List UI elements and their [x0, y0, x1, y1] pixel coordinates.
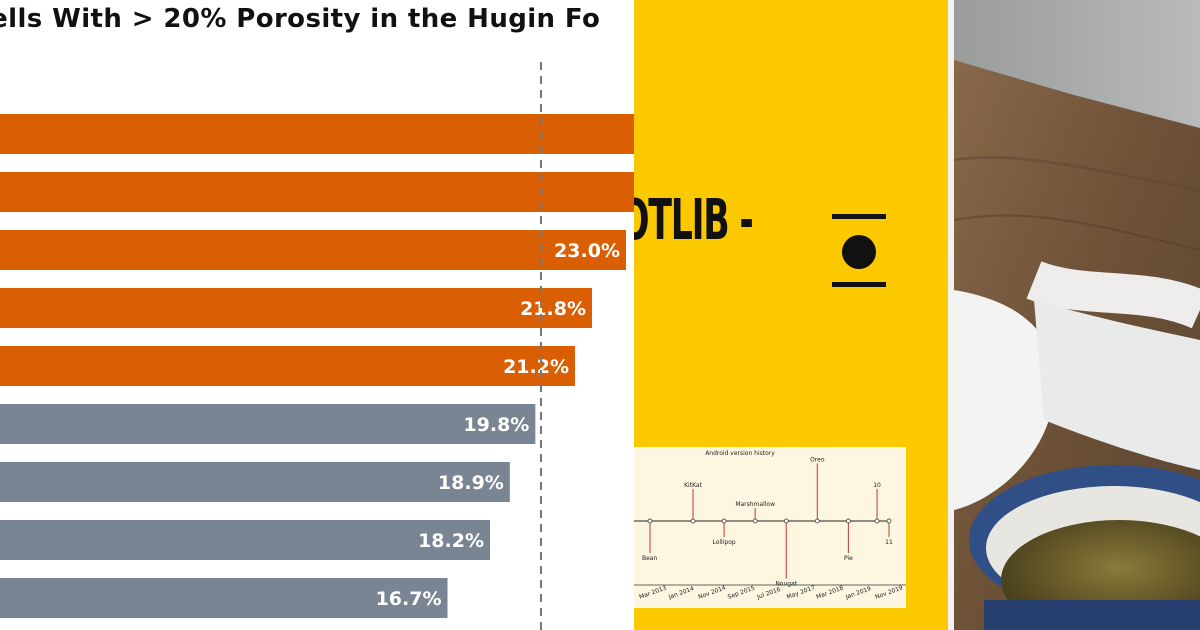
- chart-title: Wells With > 20% Porosity in the Hugin F…: [0, 4, 601, 34]
- bar-8: [0, 578, 448, 618]
- timeline-date-4: Jul 2016: [755, 586, 781, 601]
- timeline-label-0: Bean: [642, 555, 657, 562]
- timeline-point-4: [783, 518, 789, 524]
- timeline-label-2: Lollipop: [712, 539, 735, 546]
- timeline-label-7: 10: [873, 482, 881, 489]
- timeline-label-5: Oreo: [810, 456, 825, 463]
- tea-cup-photo-svg: [954, 0, 1200, 630]
- bar-label-3: 21.8%: [520, 298, 586, 320]
- bar-6: [0, 462, 510, 502]
- bar-4: [0, 346, 575, 386]
- bar-label-4: 21.2%: [503, 356, 569, 378]
- timeline-date-2: Nov 2014: [697, 584, 727, 601]
- timeline-date-8: Nov 2019: [874, 584, 904, 601]
- bar-2: [0, 230, 626, 270]
- timeline-date-7: Jan 2019: [844, 585, 872, 601]
- bar-label-2: 23.0%: [554, 240, 620, 262]
- timeline-label-3: Marshmallow: [735, 501, 775, 508]
- timeline-date-6: Mar 2018: [815, 584, 844, 600]
- bar-1: [0, 172, 634, 212]
- bar-label-6: 18.9%: [438, 472, 504, 494]
- timeline-title: Android version history: [705, 450, 775, 457]
- timeline-date-1: Jan 2014: [667, 585, 695, 601]
- timeline-date-0: Mar 2013: [638, 584, 667, 600]
- banner-headline: OTLIB -: [634, 188, 754, 253]
- matplotlib-banner: OTLIB - Android version history Bean KitKa…: [634, 0, 948, 630]
- bar-chart-svg: 23.0% 21.8% 21.2% 19.8% 18.9% 18.2% 16.7%: [0, 62, 634, 630]
- logo-icon: [832, 214, 886, 287]
- bar-label-5: 19.8%: [463, 414, 529, 436]
- timeline-point-2: [721, 518, 727, 524]
- timeline-label-1: KitKat: [684, 482, 702, 489]
- timeline-svg: Android version history Bean KitKat Lollipo…: [634, 450, 906, 601]
- timeline-label-6: Pie: [844, 555, 853, 562]
- panel-gap: [948, 0, 954, 630]
- timeline-point-8: [886, 518, 892, 524]
- bar-7: [0, 520, 490, 560]
- bar-5: [0, 404, 536, 444]
- tea-cup-photo: [954, 0, 1200, 630]
- timeline-point-1: [690, 518, 696, 524]
- bar-label-8: 16.7%: [376, 588, 442, 610]
- porosity-bar-chart: Wells With > 20% Porosity in the Hugin F…: [0, 4, 634, 630]
- bar-3: [0, 288, 592, 328]
- timeline-point-5: [814, 518, 820, 524]
- timeline-point-0: [647, 518, 653, 524]
- timeline-label-8: 11: [885, 539, 893, 546]
- timeline-label-4: Nougat: [775, 581, 797, 588]
- timeline-date-3: Sep 2015: [727, 584, 756, 600]
- timeline-point-3: [752, 518, 758, 524]
- timeline-point-7: [874, 518, 880, 524]
- timeline-point-6: [846, 518, 851, 524]
- bar-0: [0, 114, 634, 154]
- bar-label-7: 18.2%: [418, 530, 484, 552]
- timeline-chart-card: Android version history Bean KitKat Lollipo…: [634, 447, 906, 608]
